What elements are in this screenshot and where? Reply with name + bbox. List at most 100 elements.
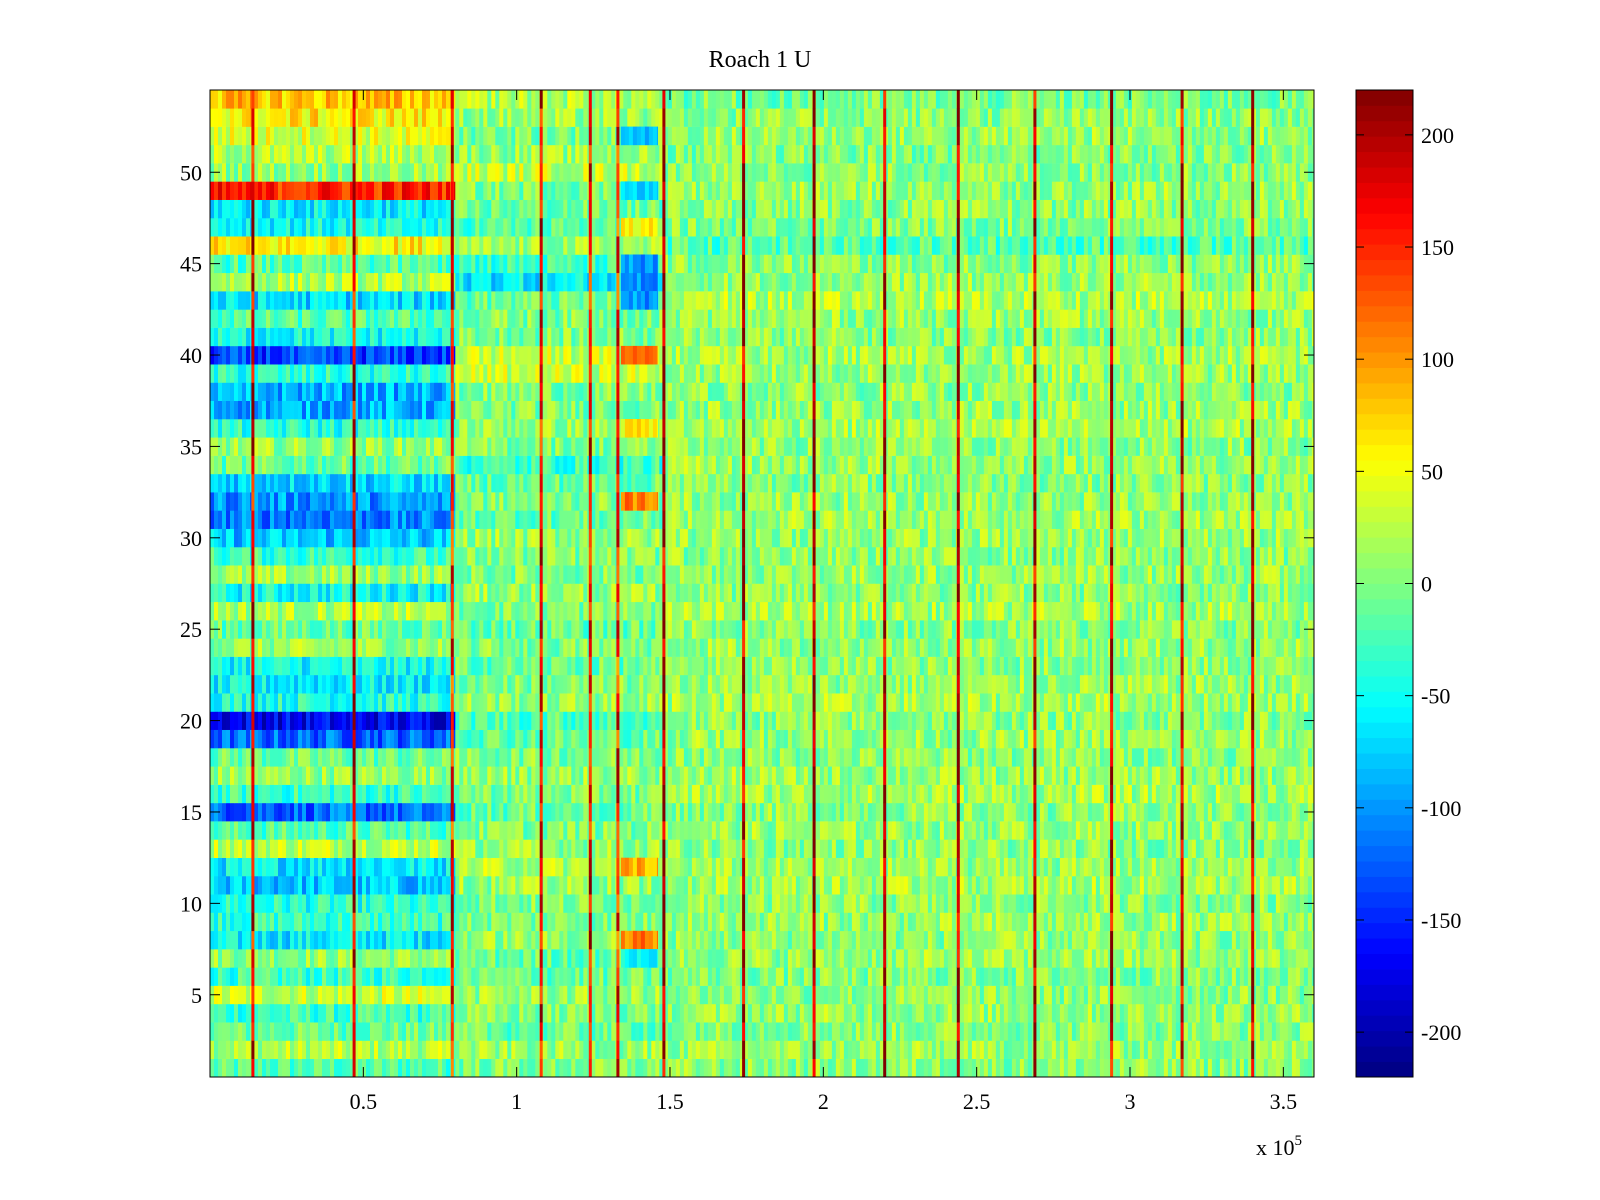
heatmap-cell <box>222 1059 226 1078</box>
heatmap-cell <box>623 1059 627 1078</box>
heatmap-cell <box>258 127 262 146</box>
heatmap-cell <box>274 894 278 913</box>
heatmap-cell <box>410 419 414 438</box>
heatmap-cell <box>479 1040 483 1059</box>
heatmap-cell <box>238 693 242 712</box>
heatmap-cell <box>282 876 286 895</box>
heatmap-cell <box>274 401 278 420</box>
heatmap-cell <box>442 584 446 603</box>
heatmap-cell <box>382 255 386 274</box>
heatmap-cell <box>274 931 278 950</box>
heatmap-cell <box>266 1059 270 1078</box>
heatmap-cell <box>274 492 278 511</box>
heatmap-cell <box>278 913 282 932</box>
heatmap-cell <box>322 456 326 475</box>
heatmap-cell <box>358 620 362 639</box>
heatmap-cell <box>234 255 238 274</box>
heatmap-cell <box>318 1040 322 1059</box>
heatmap-cell <box>270 858 274 877</box>
heatmap-cell <box>370 949 374 968</box>
heatmap-cell <box>306 638 310 657</box>
heatmap-cell <box>290 693 294 712</box>
heatmap-cell <box>274 255 278 274</box>
heatmap-cell <box>334 711 338 730</box>
heatmap-cell <box>374 894 378 913</box>
heatmap-cell <box>238 785 242 804</box>
heatmap-cell <box>234 291 238 310</box>
heatmap-cell <box>234 474 238 493</box>
heatmap-cell <box>222 401 226 420</box>
heatmap-cell <box>398 328 402 347</box>
heatmap-cell <box>238 986 242 1005</box>
heatmap-cell <box>487 1022 491 1041</box>
heatmap-cell <box>426 785 430 804</box>
heatmap-cell <box>402 181 406 200</box>
heatmap-cell <box>278 163 282 182</box>
heatmap-cell <box>402 456 406 475</box>
heatmap-cell <box>278 382 282 401</box>
heatmap-cell <box>406 913 410 932</box>
heatmap-cell <box>362 90 366 109</box>
heatmap-cell <box>374 364 378 383</box>
heatmap-cell <box>294 730 298 749</box>
heatmap-cell <box>222 748 226 767</box>
heatmap-cell <box>362 218 366 237</box>
heatmap-cell <box>234 766 238 785</box>
heatmap-cell <box>374 1059 378 1078</box>
heatmap-cell <box>246 474 250 493</box>
heatmap-cell <box>362 657 366 676</box>
heatmap-cell <box>234 675 238 694</box>
heatmap-cell <box>230 1004 234 1023</box>
heatmap-cell <box>274 565 278 584</box>
heatmap-cell <box>338 894 342 913</box>
heatmap-cell <box>230 547 234 566</box>
heatmap-cell <box>302 913 306 932</box>
heatmap-cell <box>306 803 310 822</box>
heatmap-cell <box>418 456 422 475</box>
heatmap-cell <box>446 821 450 840</box>
heatmap-cell <box>290 894 294 913</box>
heatmap-cell <box>298 273 302 292</box>
heatmap-cell <box>406 309 410 328</box>
heatmap-cell <box>346 419 350 438</box>
heatmap-cell <box>378 200 382 219</box>
heatmap-cell <box>378 474 382 493</box>
heatmap-cell <box>342 382 346 401</box>
heatmap-cell <box>398 565 402 584</box>
heatmap-cell <box>266 364 270 383</box>
heatmap-cell <box>418 675 422 694</box>
heatmap-cell <box>246 821 250 840</box>
heatmap-cell <box>362 967 366 986</box>
heatmap-cell <box>410 894 414 913</box>
heatmap-cell <box>358 931 362 950</box>
heatmap-cell <box>446 913 450 932</box>
heatmap-cell <box>394 273 398 292</box>
heatmap-cell <box>406 876 410 895</box>
heatmap-cell <box>310 766 314 785</box>
heatmap-cell <box>234 163 238 182</box>
heatmap-cell <box>314 620 318 639</box>
heatmap-cell <box>402 90 406 109</box>
heatmap-cell <box>270 821 274 840</box>
heatmap-cell <box>322 821 326 840</box>
heatmap-cell <box>254 748 258 767</box>
heatmap-cell <box>346 200 350 219</box>
heatmap-cell <box>258 766 262 785</box>
heatmap-cell <box>270 236 274 255</box>
heatmap-cell <box>358 748 362 767</box>
heatmap-cell <box>426 967 430 986</box>
heatmap-cell <box>366 675 370 694</box>
heatmap-cell <box>234 1004 238 1023</box>
heatmap-cell <box>226 346 230 365</box>
heatmap-cell <box>378 346 382 365</box>
heatmap-cell <box>342 346 346 365</box>
heatmap-cell <box>286 565 290 584</box>
heatmap-cell <box>398 529 402 548</box>
heatmap-cell <box>246 693 250 712</box>
heatmap-cell <box>262 236 266 255</box>
heatmap-cell <box>254 1040 258 1059</box>
heatmap-cell <box>366 419 370 438</box>
heatmap-cell <box>286 163 290 182</box>
heatmap-cell <box>262 309 266 328</box>
heatmap-cell <box>318 346 322 365</box>
